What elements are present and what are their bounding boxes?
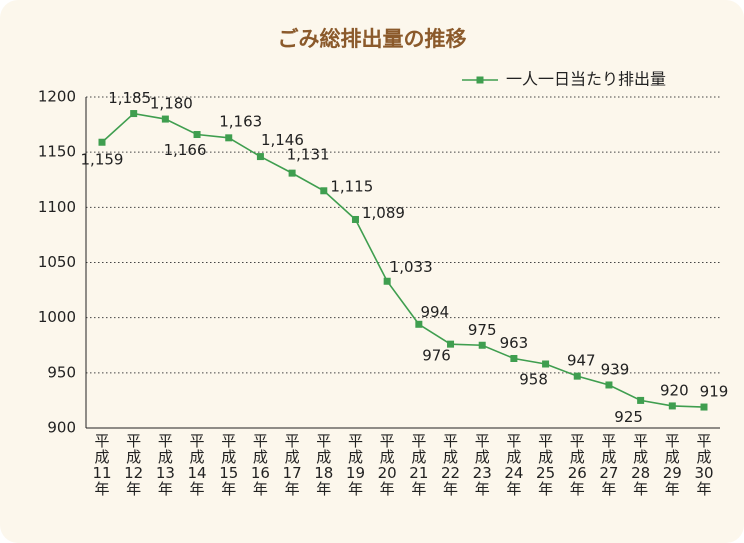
data-label: 1,159 — [81, 151, 124, 169]
data-label: 947 — [567, 352, 596, 370]
point — [668, 402, 676, 410]
point — [700, 403, 708, 411]
y-tick-label: 900 — [47, 419, 76, 437]
data-label: 925 — [614, 408, 643, 426]
x-tick-label: 平成27年 — [599, 432, 619, 498]
x-tick-label: 平成13年 — [155, 432, 175, 498]
point — [130, 110, 138, 118]
x-tick-label: 平成16年 — [250, 432, 270, 498]
data-label: 1,146 — [261, 131, 304, 149]
data-label: 976 — [422, 347, 451, 365]
legend-label: 一人一日当たり排出量 — [506, 70, 666, 89]
point — [193, 131, 201, 139]
y-tick-label: 1200 — [38, 88, 76, 106]
point — [288, 169, 296, 177]
data-label: 939 — [601, 360, 630, 378]
x-tick-label: 平成15年 — [219, 432, 239, 498]
x-tick-label: 平成29年 — [662, 432, 682, 498]
x-tick-label: 平成28年 — [631, 432, 651, 498]
y-tick-label: 950 — [47, 363, 76, 381]
x-tick-label: 平成12年 — [124, 432, 144, 498]
point — [573, 372, 581, 380]
x-tick-label: 平成22年 — [440, 432, 461, 498]
y-tick-label: 1050 — [38, 253, 76, 271]
chart-title: ごみ総排出量の推移 — [278, 27, 467, 51]
data-label: 919 — [700, 383, 729, 401]
point — [225, 134, 233, 142]
x-tick-label: 平成20年 — [377, 432, 397, 498]
data-label: 1,185 — [108, 89, 151, 107]
data-label: 958 — [519, 371, 548, 389]
data-label: 1,115 — [330, 177, 373, 195]
point — [383, 277, 391, 285]
y-tick-label: 1000 — [38, 308, 76, 326]
legend-marker — [476, 76, 484, 84]
data-label: 1,089 — [362, 204, 405, 222]
x-tick-label: 平成30年 — [694, 432, 714, 498]
x-tick-label: 平成21年 — [409, 432, 429, 498]
series-line — [101, 112, 705, 408]
x-tick-label: 平成26年 — [567, 432, 587, 498]
x-tick-label: 平成17年 — [282, 432, 302, 498]
point — [98, 138, 106, 146]
data-label: 920 — [660, 381, 689, 399]
x-tick-label: 平成24年 — [504, 432, 524, 498]
data-label: 1,033 — [390, 258, 433, 276]
point — [256, 153, 264, 161]
point — [605, 381, 613, 389]
x-tick-label: 平成19年 — [345, 432, 366, 498]
point — [637, 396, 645, 404]
x-tick-label: 平成23年 — [472, 432, 492, 498]
data-label: 1,166 — [164, 141, 207, 159]
data-label: 1,131 — [287, 146, 330, 164]
data-label: 1,180 — [150, 95, 193, 113]
point — [447, 340, 455, 348]
data-label: 975 — [468, 321, 497, 339]
data-label: 1,163 — [219, 112, 262, 130]
point — [510, 354, 518, 362]
x-tick-label: 平成18年 — [314, 432, 334, 498]
data-label: 994 — [421, 303, 450, 321]
point — [161, 115, 169, 123]
point — [542, 360, 550, 368]
point — [478, 341, 486, 349]
x-tick-label: 平成25年 — [536, 432, 556, 498]
point — [415, 320, 423, 328]
point — [351, 215, 359, 223]
y-tick-label: 1100 — [38, 198, 76, 216]
y-tick-label: 1150 — [38, 143, 76, 161]
x-tick-label: 平成14年 — [187, 432, 207, 498]
point — [320, 187, 328, 195]
x-tick-label: 平成11年 — [92, 432, 112, 498]
data-label: 963 — [500, 334, 529, 352]
